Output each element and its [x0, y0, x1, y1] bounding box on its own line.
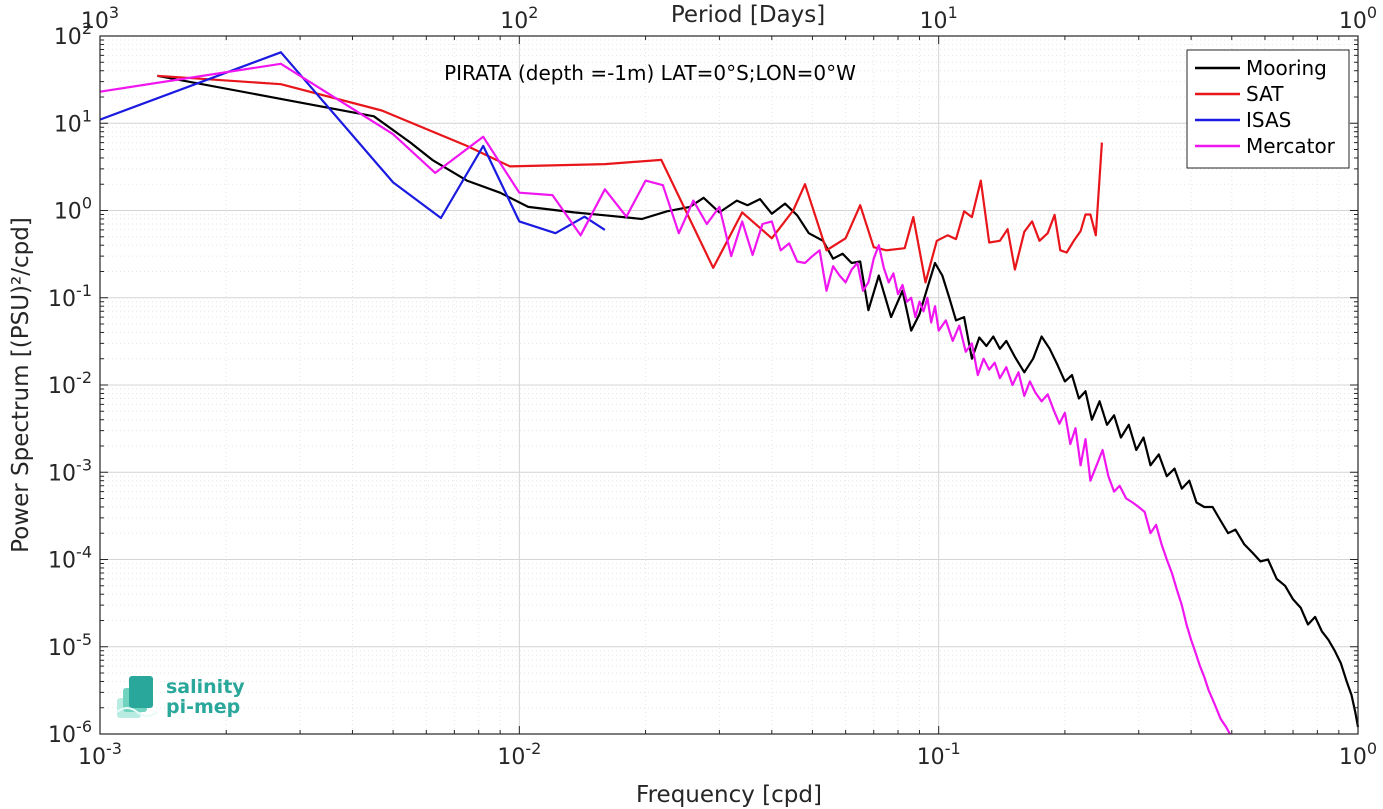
legend-label-mooring: Mooring — [1246, 56, 1327, 80]
legend-label-mercator: Mercator — [1246, 134, 1336, 158]
x-tick-label: 10-3 — [78, 739, 122, 770]
top-tick-label: 102 — [500, 3, 538, 34]
logo-line2: pi-mep — [166, 696, 240, 718]
legend-label-isas: ISAS — [1246, 108, 1291, 132]
top-axis-label: Period [Days] — [671, 2, 825, 28]
tick-marks — [99, 35, 1359, 735]
top-tick-label: 101 — [920, 3, 958, 34]
series-line-mercator — [99, 62, 1231, 735]
logo-mark-front — [129, 676, 153, 708]
y-tick-label: 102 — [54, 19, 92, 50]
y-tick-label: 10-2 — [48, 368, 92, 399]
logo-wave — [116, 707, 158, 717]
y-tick-label: 10-1 — [48, 281, 92, 312]
series-lines — [99, 51, 1360, 735]
legend-box — [1186, 49, 1350, 169]
y-tick-label: 10-5 — [48, 630, 92, 661]
chart-title: PIRATA (depth =-1m) LAT=0°S;LON=0°W — [444, 61, 856, 85]
x-tick-labels: 10-3 10-2 10-1 100 — [78, 739, 1377, 770]
x-tick-label: 100 — [1339, 739, 1377, 770]
x-axis-label: Frequency [cpd] — [636, 782, 822, 808]
legend-label-sat: SAT — [1246, 82, 1284, 106]
top-tick-label: 100 — [1339, 3, 1377, 34]
y-tick-label: 10-3 — [48, 455, 92, 486]
y-tick-label: 100 — [54, 194, 92, 225]
y-axis-label: Power Spectrum [(PSU)²/cpd] — [8, 217, 34, 553]
series-line-mooring — [157, 74, 1360, 728]
top-tick-label: 103 — [81, 3, 119, 34]
logo-line1: salinity — [166, 676, 245, 698]
y-tick-label: 10-4 — [48, 543, 92, 574]
top-tick-labels: 103 102 101 100 — [81, 3, 1377, 34]
x-tick-label: 10-1 — [917, 739, 961, 770]
y-tick-label: 101 — [54, 106, 92, 137]
x-tick-label: 10-2 — [497, 739, 541, 770]
series-line-sat — [157, 74, 1103, 284]
salinity-pi-mep-logo: salinity pi-mep — [116, 676, 245, 718]
y-tick-labels: 102 101 100 10-1 10-2 10-3 10-4 10-5 10-6 — [48, 19, 92, 748]
y-tick-label: 10-6 — [48, 717, 92, 748]
series-line-isas — [99, 51, 606, 235]
